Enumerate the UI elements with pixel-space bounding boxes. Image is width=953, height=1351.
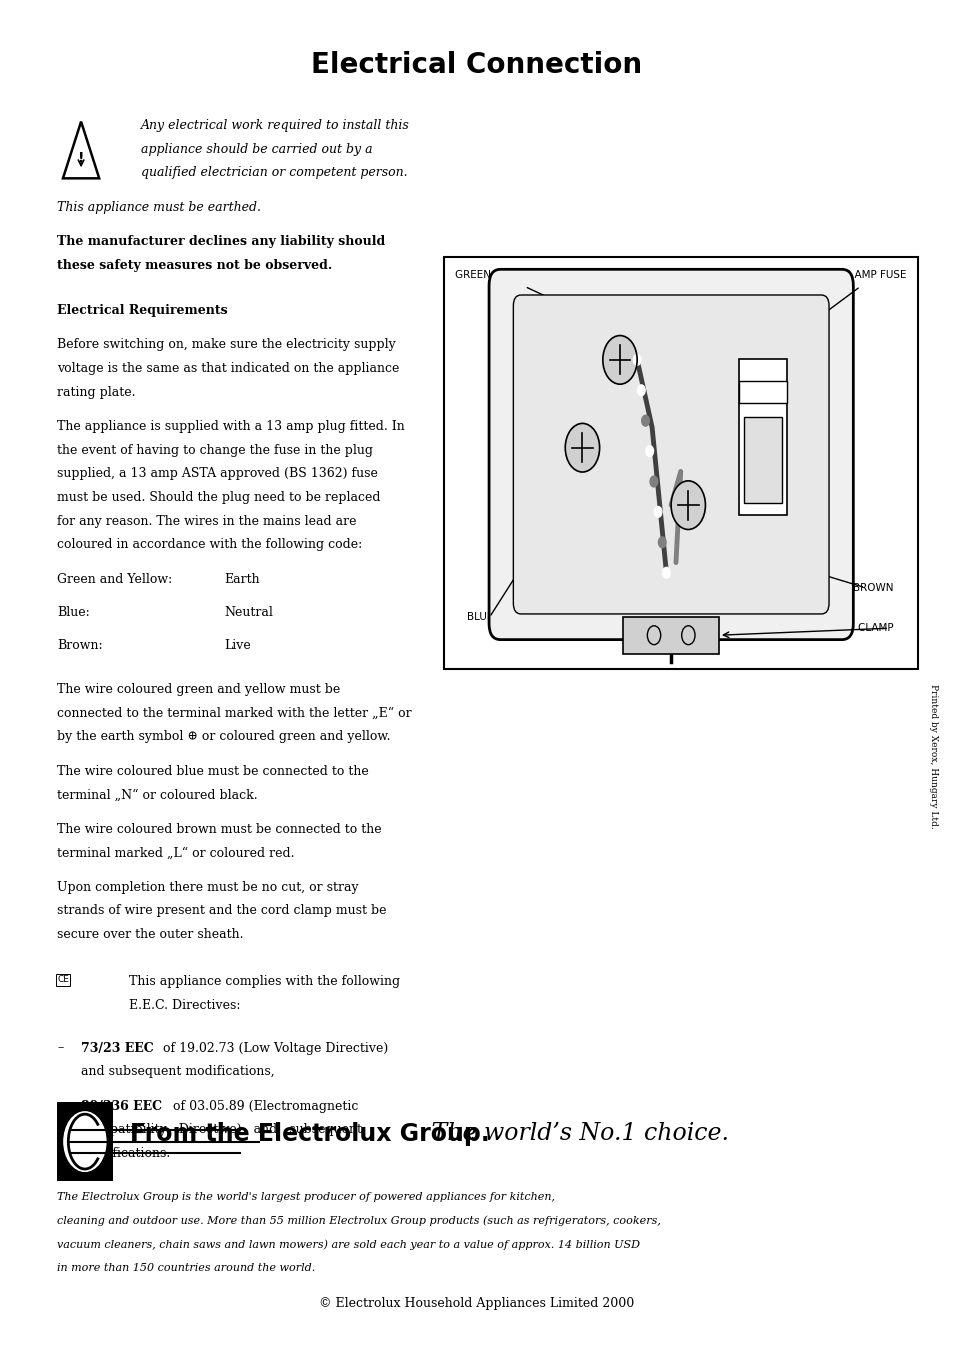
Bar xyxy=(57,1102,112,1181)
Text: The world’s No.1 choice.: The world’s No.1 choice. xyxy=(423,1121,728,1144)
Bar xyxy=(443,257,917,669)
Text: The Electrolux Group is the world's largest producer of powered appliances for k: The Electrolux Group is the world's larg… xyxy=(57,1192,555,1202)
Text: The appliance is supplied with a 13 amp plug fitted. In: The appliance is supplied with a 13 amp … xyxy=(57,420,405,434)
Text: Earth: Earth xyxy=(224,573,259,586)
Text: qualified electrician or competent person.: qualified electrician or competent perso… xyxy=(141,166,407,180)
Text: 89/336 EEC: 89/336 EEC xyxy=(81,1100,162,1113)
Text: © Electrolux Household Appliances Limited 2000: © Electrolux Household Appliances Limite… xyxy=(319,1297,634,1310)
Text: This appliance complies with the following: This appliance complies with the followi… xyxy=(129,975,399,989)
Circle shape xyxy=(670,481,704,530)
Text: appliance should be carried out by a: appliance should be carried out by a xyxy=(141,142,373,155)
Text: 73/23 EEC: 73/23 EEC xyxy=(81,1042,153,1055)
Text: cleaning and outdoor use. More than 55 million Electrolux Group products (such a: cleaning and outdoor use. More than 55 m… xyxy=(57,1216,660,1227)
Text: rating plate.: rating plate. xyxy=(57,385,135,399)
Text: must be used. Should the plug need to be replaced: must be used. Should the plug need to be… xyxy=(57,490,380,504)
Text: CE: CE xyxy=(57,975,69,985)
Text: and subsequent modifications,: and subsequent modifications, xyxy=(81,1065,274,1078)
Text: E.E.C. Directives:: E.E.C. Directives: xyxy=(129,998,240,1012)
Text: BROWN: BROWN xyxy=(853,582,893,593)
Circle shape xyxy=(602,335,637,384)
Text: The wire coloured blue must be connected to the: The wire coloured blue must be connected… xyxy=(57,765,369,778)
Circle shape xyxy=(649,476,657,486)
Text: the event of having to change the fuse in the plug: the event of having to change the fuse i… xyxy=(57,443,373,457)
Text: Electrical Requirements: Electrical Requirements xyxy=(57,304,228,317)
Text: BLUE: BLUE xyxy=(467,612,494,623)
Text: secure over the outer sheath.: secure over the outer sheath. xyxy=(57,928,243,942)
Text: Electrical Connection: Electrical Connection xyxy=(311,51,642,80)
Text: Live: Live xyxy=(224,639,251,653)
Text: for any reason. The wires in the mains lead are: for any reason. The wires in the mains l… xyxy=(57,515,356,528)
Text: terminal marked „L“ or coloured red.: terminal marked „L“ or coloured red. xyxy=(57,846,294,859)
Circle shape xyxy=(637,385,644,396)
Text: vacuum cleaners, chain saws and lawn mowers) are sold each year to a value of ap: vacuum cleaners, chain saws and lawn mow… xyxy=(57,1239,639,1250)
Circle shape xyxy=(64,1112,106,1171)
Bar xyxy=(739,381,786,403)
Text: The wire coloured brown must be connected to the: The wire coloured brown must be connecte… xyxy=(57,823,381,836)
Bar xyxy=(743,416,781,503)
Text: Compatibility   Directive)   and   subsequent: Compatibility Directive) and subsequent xyxy=(81,1123,362,1136)
Text: Before switching on, make sure the electricity supply: Before switching on, make sure the elect… xyxy=(57,338,395,351)
Text: 13 AMP: 13 AMP xyxy=(758,434,767,465)
Text: these safety measures not be observed.: these safety measures not be observed. xyxy=(57,258,333,272)
Text: Brown:: Brown: xyxy=(57,639,103,653)
Text: connected to the terminal marked with the letter „E“ or: connected to the terminal marked with th… xyxy=(57,707,412,720)
FancyBboxPatch shape xyxy=(513,295,828,613)
Text: supplied, a 13 amp ASTA approved (BS 1362) fuse: supplied, a 13 amp ASTA approved (BS 136… xyxy=(57,467,377,481)
Text: strands of wire present and the cord clamp must be: strands of wire present and the cord cla… xyxy=(57,904,386,917)
Text: Printed by Xerox, Hungary Ltd.: Printed by Xerox, Hungary Ltd. xyxy=(928,684,938,830)
FancyBboxPatch shape xyxy=(489,269,852,639)
Circle shape xyxy=(654,507,661,517)
Text: !: ! xyxy=(78,151,84,165)
Circle shape xyxy=(641,415,649,426)
Bar xyxy=(622,616,719,654)
Bar xyxy=(739,359,786,515)
Text: modifications.: modifications. xyxy=(81,1147,171,1161)
Text: in more than 150 countries around the world.: in more than 150 countries around the wo… xyxy=(57,1263,315,1273)
Text: The wire coloured green and yellow must be: The wire coloured green and yellow must … xyxy=(57,682,340,696)
Text: Green and Yellow:: Green and Yellow: xyxy=(57,573,172,586)
Text: From the Electrolux Group.: From the Electrolux Group. xyxy=(130,1121,489,1146)
Text: –: – xyxy=(57,1042,64,1055)
Circle shape xyxy=(645,446,653,457)
Text: –: – xyxy=(57,1100,64,1113)
Text: of 19.02.73 (Low Voltage Directive): of 19.02.73 (Low Voltage Directive) xyxy=(159,1042,388,1055)
Text: coloured in accordance with the following code:: coloured in accordance with the followin… xyxy=(57,538,362,551)
Circle shape xyxy=(565,423,599,471)
Circle shape xyxy=(662,567,670,578)
Text: by the earth symbol ⊕ or coloured green and yellow.: by the earth symbol ⊕ or coloured green … xyxy=(57,730,391,743)
Text: of 03.05.89 (Electromagnetic: of 03.05.89 (Electromagnetic xyxy=(169,1100,358,1113)
Text: voltage is the same as that indicated on the appliance: voltage is the same as that indicated on… xyxy=(57,362,399,376)
Text: The manufacturer declines any liability should: The manufacturer declines any liability … xyxy=(57,235,385,249)
Text: GREEN & YELLOW: GREEN & YELLOW xyxy=(455,270,547,280)
Text: Any electrical work required to install this: Any electrical work required to install … xyxy=(141,119,410,132)
Text: 13 AMP FUSE: 13 AMP FUSE xyxy=(837,270,905,280)
Text: terminal „N“ or coloured black.: terminal „N“ or coloured black. xyxy=(57,788,257,801)
Text: Neutral: Neutral xyxy=(224,605,273,619)
Text: CORD CLAMP: CORD CLAMP xyxy=(823,623,893,634)
Text: Upon completion there must be no cut, or stray: Upon completion there must be no cut, or… xyxy=(57,881,358,894)
Circle shape xyxy=(633,354,640,365)
Text: This appliance must be earthed.: This appliance must be earthed. xyxy=(57,200,261,213)
Circle shape xyxy=(658,536,665,547)
Text: Blue:: Blue: xyxy=(57,605,90,619)
